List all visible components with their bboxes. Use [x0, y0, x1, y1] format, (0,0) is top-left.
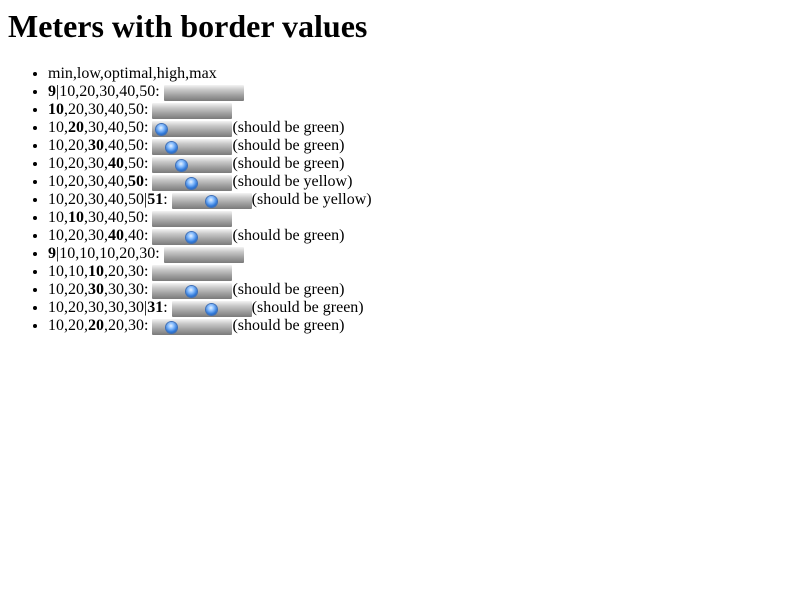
- bold-value: 31: [147, 299, 164, 316]
- meter-knob-icon: [176, 160, 188, 171]
- label-text: min,low,optimal,high,max: [48, 65, 217, 82]
- bold-value: 9: [48, 245, 56, 262]
- label-text: ,40,50:: [104, 137, 153, 154]
- meter-bar: [152, 229, 233, 245]
- meter-list-item: 10,20,30,40,50: (should be yellow): [48, 173, 372, 191]
- label-text: ,40:: [124, 227, 153, 244]
- bold-value: 10: [68, 209, 84, 226]
- bold-value: 10: [88, 263, 104, 280]
- meter-bar: [152, 175, 233, 191]
- bold-value: 30: [88, 137, 104, 154]
- meter-bar: [152, 265, 233, 281]
- label-text: 10,: [48, 119, 68, 136]
- meter-knob-icon: [205, 304, 217, 315]
- meter-knob-icon: [156, 124, 168, 135]
- bold-value: 20: [88, 317, 104, 334]
- bold-value: 30: [88, 281, 104, 298]
- meter-list-item: 9|10,20,30,40,50:: [48, 83, 372, 101]
- label-text: 10,20,30,30,30|: [48, 299, 148, 316]
- bold-value: 51: [147, 191, 164, 208]
- label-text: 10,20,30,40,50|: [48, 191, 148, 208]
- label-text: 10,: [48, 209, 68, 226]
- label-text: 10,20,: [48, 137, 88, 154]
- label-text: |10,10,10,20,30:: [56, 245, 164, 262]
- meter-knob-icon: [166, 322, 178, 333]
- meter-knob-icon: [186, 232, 198, 243]
- meter-list-item: 10,20,20,20,30: (should be green): [48, 317, 372, 335]
- label-text: ,30,40,50:: [84, 209, 153, 226]
- meter-bar: [152, 121, 233, 137]
- meter-knob-icon: [205, 196, 217, 207]
- bold-value: 40: [108, 227, 124, 244]
- expected-color-note: (should be green): [251, 299, 364, 316]
- page-title: Meters with border values: [8, 8, 368, 44]
- label-text: |10,20,30,40,50:: [56, 83, 164, 100]
- meter-bar: [171, 193, 252, 209]
- meter-bar: [152, 157, 233, 173]
- label-text: 10,20,: [48, 281, 88, 298]
- bold-value: 9: [48, 83, 56, 100]
- expected-color-note: (should be green): [232, 137, 345, 154]
- meter-list-item: 10,20,30,40,50: (should be green): [48, 119, 372, 137]
- meter-list-item: min,low,optimal,high,max: [48, 65, 372, 83]
- bold-value: 10: [48, 101, 64, 118]
- meter-bar: [152, 103, 233, 119]
- meter-list-item: 10,10,30,40,50:: [48, 209, 372, 227]
- label-text: 10,20,: [48, 317, 88, 334]
- label-text: 10,20,30,: [48, 155, 108, 172]
- expected-color-note: (should be green): [232, 227, 345, 244]
- expected-color-note: (should be yellow): [232, 173, 353, 190]
- bold-value: 50: [128, 173, 144, 190]
- meter-list-item: 9|10,10,10,20,30:: [48, 245, 372, 263]
- expected-color-note: (should be yellow): [251, 191, 372, 208]
- meter-bar: [163, 85, 244, 101]
- meter-list-item: 10,20,30,30,30|31: (should be green): [48, 299, 372, 317]
- meter-list-item: 10,20,30,40,50: (should be green): [48, 137, 372, 155]
- label-text: :: [163, 191, 172, 208]
- label-text: :: [144, 173, 153, 190]
- bold-value: 20: [68, 119, 84, 136]
- label-text: ,20,30:: [104, 263, 153, 280]
- meter-bar: [152, 139, 233, 155]
- meter-list-item: 10,20,30,40,50:: [48, 101, 372, 119]
- label-text: ,30,30:: [104, 281, 153, 298]
- label-text: 10,20,30,: [48, 227, 108, 244]
- label-text: 10,10,: [48, 263, 88, 280]
- expected-color-note: (should be green): [232, 281, 345, 298]
- meter-list-item: 10,20,30,40,50|51: (should be yellow): [48, 191, 372, 209]
- meter-list-item: 10,10,10,20,30:: [48, 263, 372, 281]
- expected-color-note: (should be green): [232, 155, 345, 172]
- label-text: :: [163, 299, 172, 316]
- meter-list-item: 10,20,30,30,30: (should be green): [48, 281, 372, 299]
- expected-color-note: (should be green): [232, 317, 345, 334]
- meter-bar: [171, 301, 252, 317]
- meter-bar: [152, 283, 233, 299]
- meter-bar: [152, 211, 233, 227]
- meter-list-item: 10,20,30,40,40: (should be green): [48, 227, 372, 245]
- meter-bar: [163, 247, 244, 263]
- label-text: ,20,30,40,50:: [64, 101, 153, 118]
- meter-knob-icon: [186, 178, 198, 189]
- label-text: ,50:: [124, 155, 153, 172]
- meter-list: min,low,optimal,high,max9|10,20,30,40,50…: [0, 65, 372, 335]
- label-text: 10,20,30,40,: [48, 173, 128, 190]
- label-text: ,20,30:: [104, 317, 153, 334]
- meter-bar: [152, 319, 233, 335]
- meter-list-item: 10,20,30,40,50: (should be green): [48, 155, 372, 173]
- expected-color-note: (should be green): [232, 119, 345, 136]
- meter-knob-icon: [166, 142, 178, 153]
- bold-value: 40: [108, 155, 124, 172]
- label-text: ,30,40,50:: [84, 119, 153, 136]
- meter-knob-icon: [186, 286, 198, 297]
